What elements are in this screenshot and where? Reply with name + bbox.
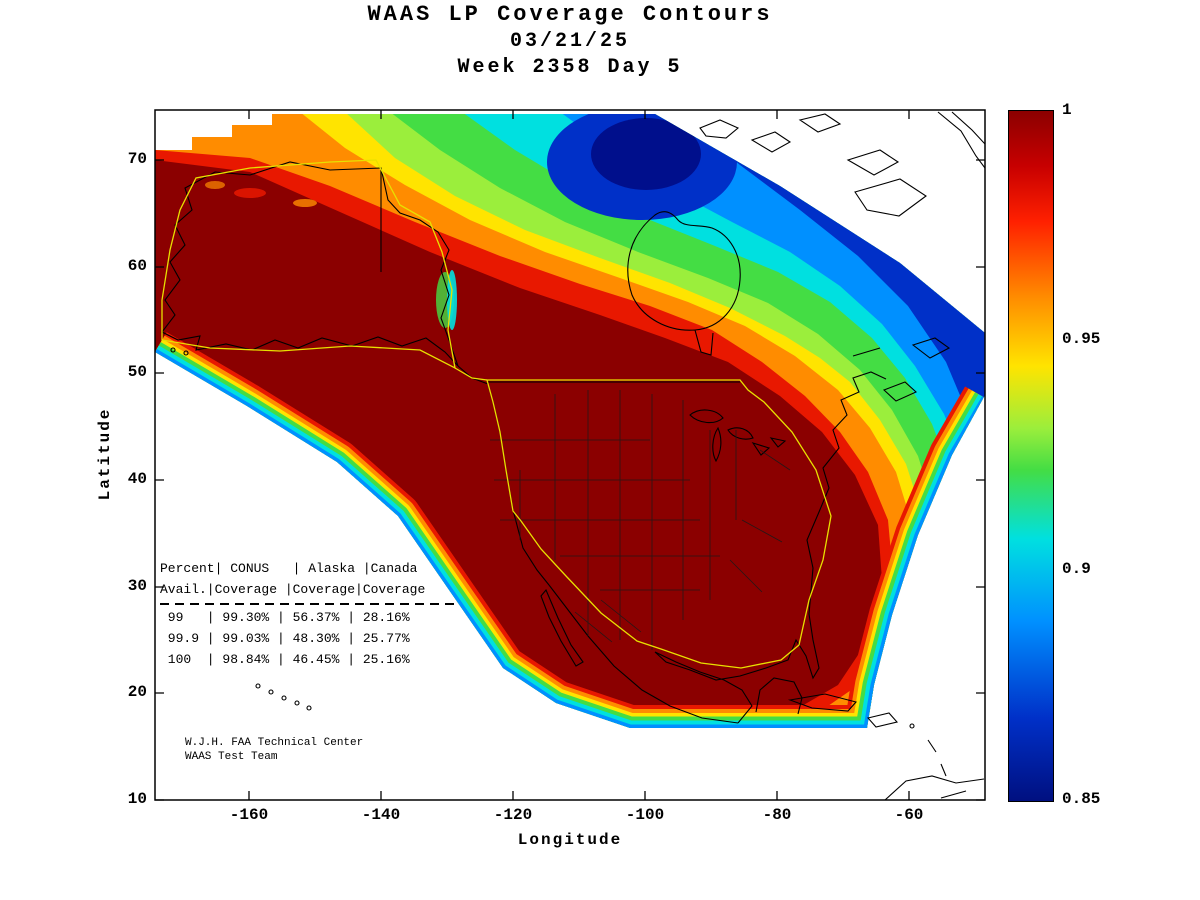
credit-line1: W.J.H. FAA Technical Center: [185, 737, 364, 749]
stats-row: 99.9 | 99.03% | 48.30% | 25.77%: [160, 631, 410, 646]
x-tick-label: -160: [229, 806, 269, 824]
coastlines: [161, 111, 985, 800]
y-tick-label: 40: [127, 470, 147, 488]
stats-row: 100 | 98.84% | 46.45% | 25.16%: [160, 652, 410, 667]
colorbar-tick-label: 0.85: [1062, 790, 1101, 808]
credit-text: W.J.H. FAA Technical Center WAAS Test Te…: [185, 736, 363, 764]
y-tick-label: 10: [127, 790, 147, 808]
y-tick-label: 60: [127, 257, 147, 275]
credit-line2: WAAS Test Team: [185, 751, 278, 763]
plot-border: [154, 109, 986, 801]
x-tick-label: -140: [361, 806, 401, 824]
y-axis-label: Latitude: [96, 407, 114, 501]
chart-week-day: Week 2358 Day 5: [457, 56, 683, 79]
axis-ticks: [155, 110, 985, 801]
chart-title: WAAS LP Coverage Contours: [367, 2, 773, 27]
colorbar: [1008, 110, 1054, 802]
chart-date: 03/21/25: [509, 30, 630, 53]
x-tick-label: -60: [894, 806, 924, 824]
stats-row: 99 | 99.30% | 56.37% | 28.16%: [160, 610, 410, 625]
state-borders: [490, 390, 791, 650]
colorbar-tick-label: 0.95: [1062, 330, 1101, 348]
coverage-stats-table: Percent| CONUS | Alaska |Canada Avail.|C…: [160, 558, 460, 670]
waas-region-outlines: [161, 159, 832, 669]
stats-divider: [160, 603, 460, 605]
y-tick-label: 20: [127, 683, 147, 701]
stats-header-row2: Avail.|Coverage |Coverage|Coverage: [160, 582, 426, 597]
x-axis-label: Longitude: [517, 831, 623, 849]
x-tick-label: -100: [625, 806, 665, 824]
y-tick-label: 70: [127, 150, 147, 168]
x-tick-label: -120: [493, 806, 533, 824]
colorbar-tick-label: 1: [1062, 101, 1072, 119]
y-tick-label: 30: [127, 577, 147, 595]
stats-header-row1: Percent| CONUS | Alaska |Canada: [160, 561, 418, 576]
y-tick-label: 50: [127, 363, 147, 381]
colorbar-tick-label: 0.9: [1062, 560, 1091, 578]
x-tick-label: -80: [762, 806, 792, 824]
